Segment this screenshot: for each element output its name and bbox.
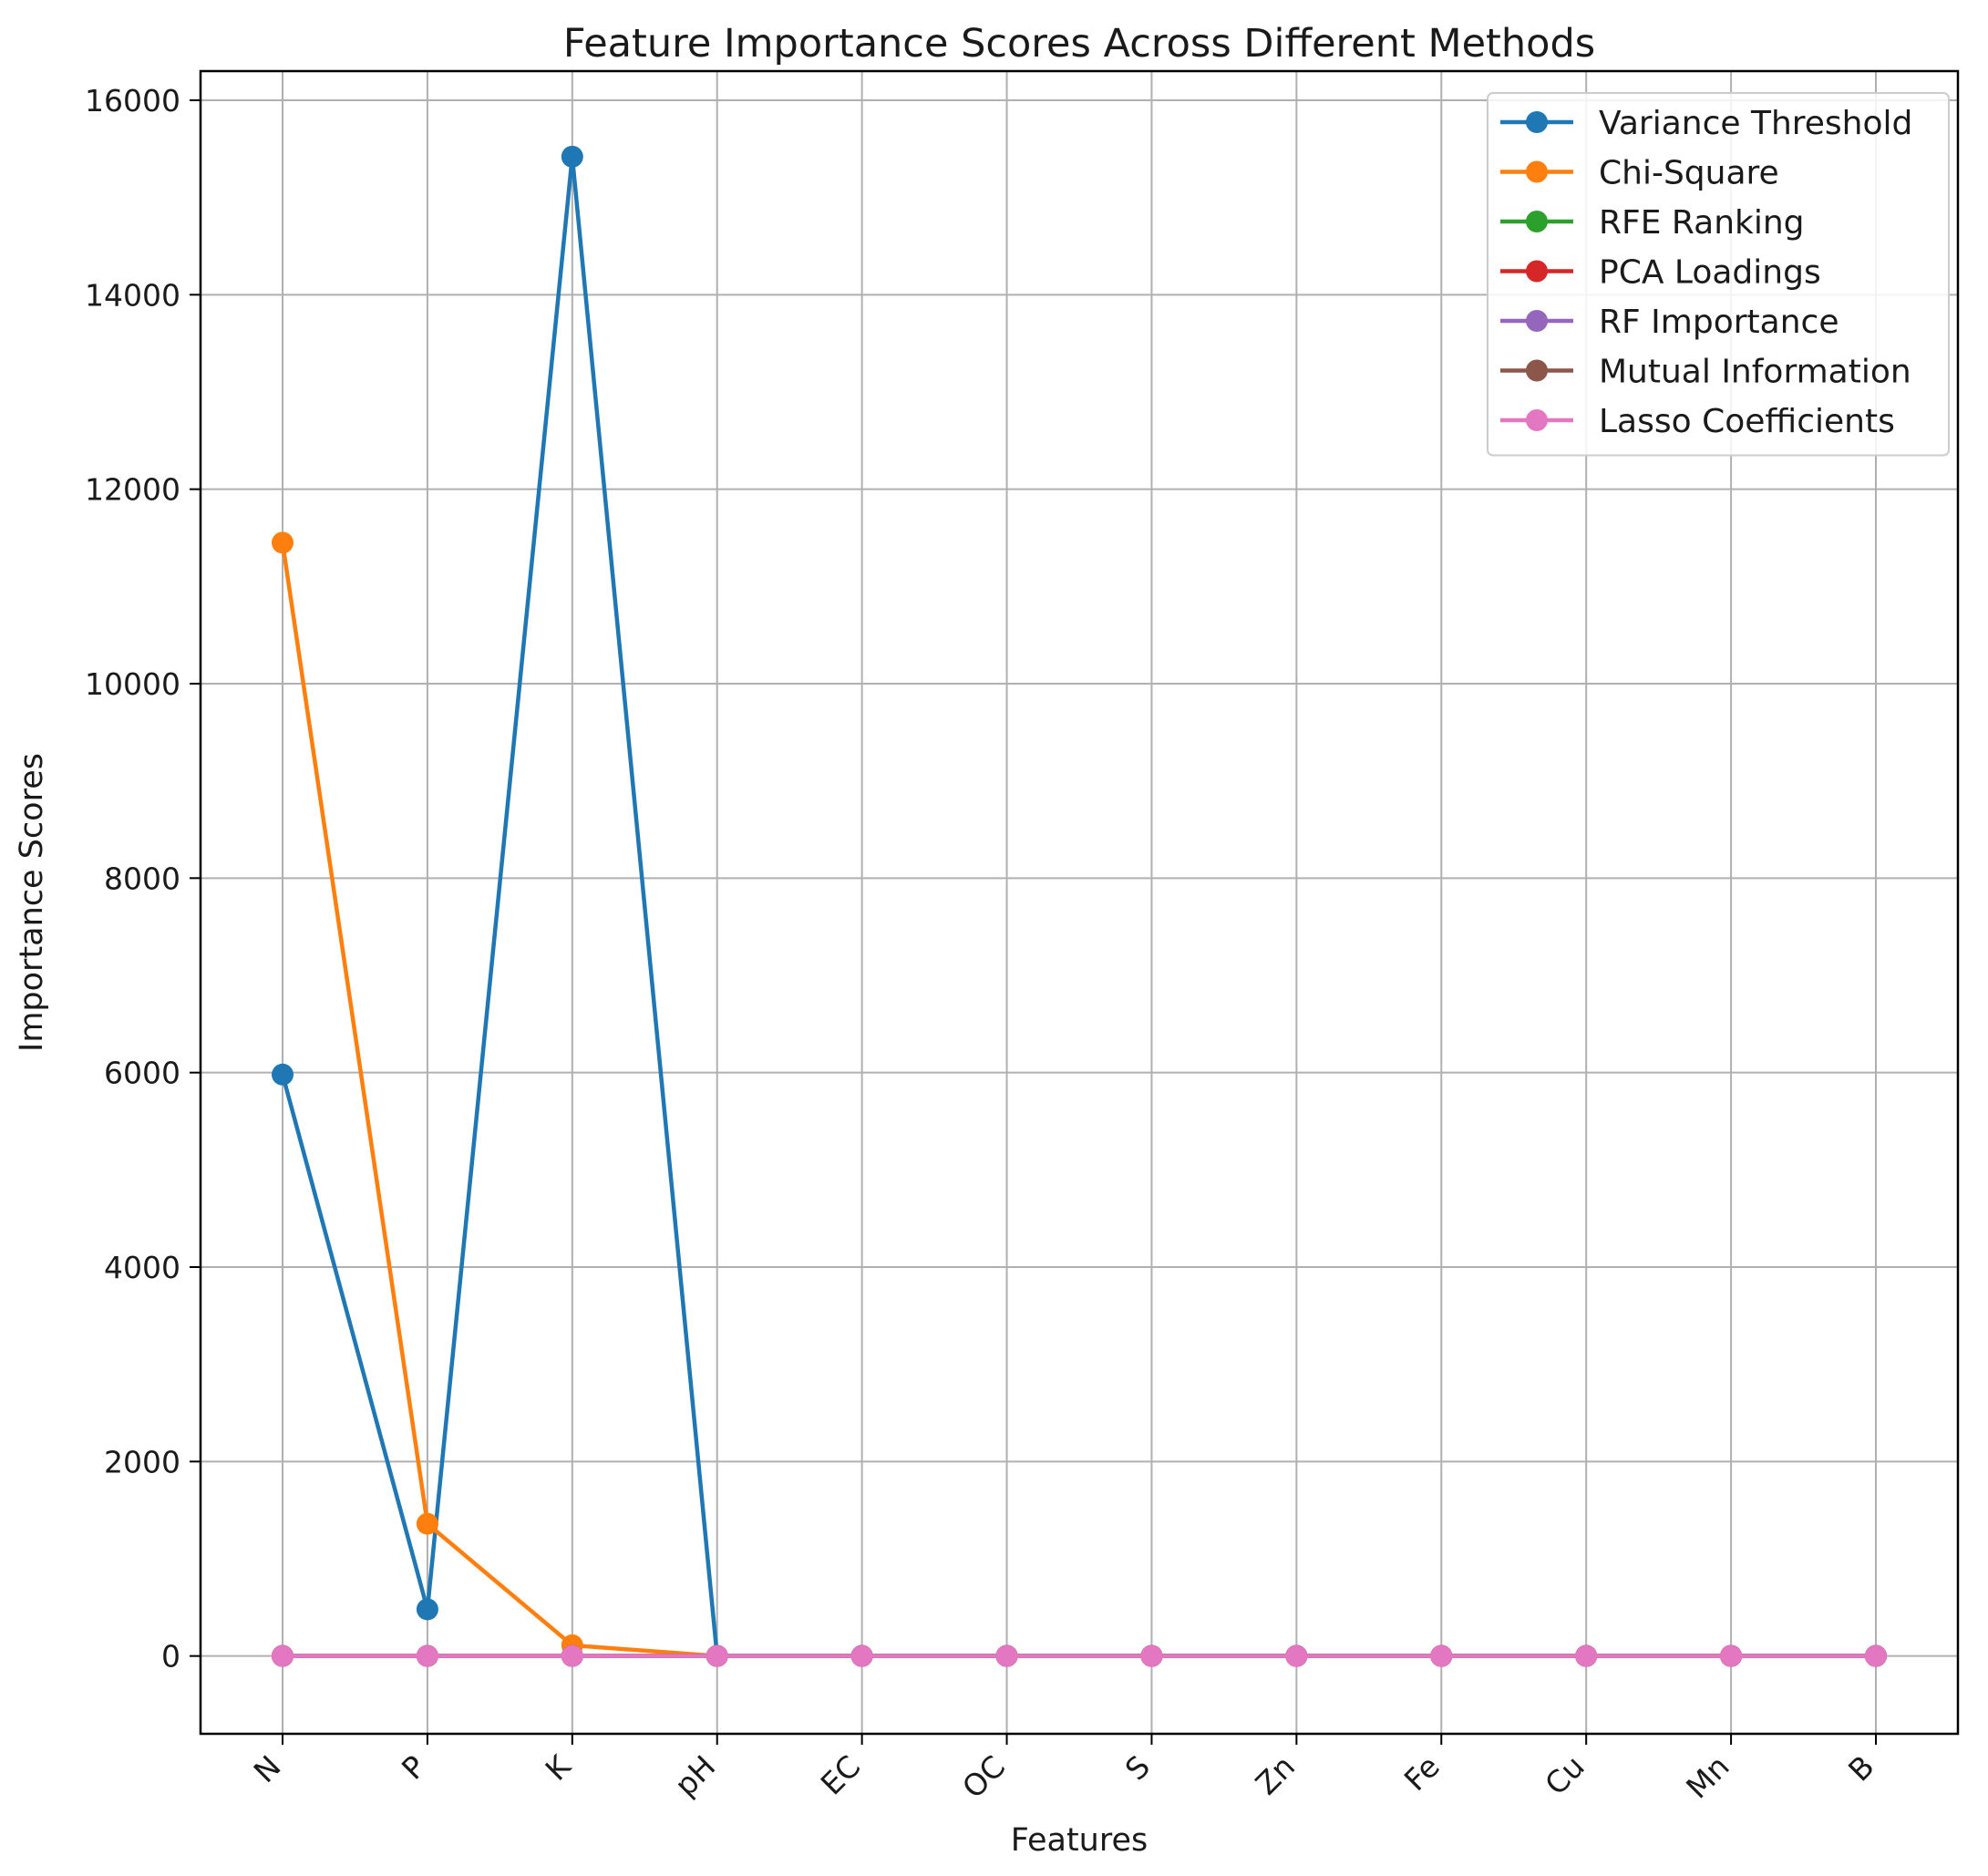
data-point xyxy=(995,1644,1018,1667)
x-tick-label: pH xyxy=(667,1748,722,1803)
data-point xyxy=(1430,1644,1453,1667)
legend-label: RF Importance xyxy=(1599,304,1839,341)
legend-label: PCA Loadings xyxy=(1599,254,1821,292)
y-axis-label: Importance Scores xyxy=(14,753,50,1052)
legend-marker xyxy=(1526,260,1548,283)
x-tick-label: Zn xyxy=(1249,1748,1302,1801)
data-point xyxy=(561,1644,583,1667)
x-tick-label: B xyxy=(1841,1748,1881,1788)
legend-item: Lasso Coefficients xyxy=(1500,403,1895,440)
data-point xyxy=(561,145,583,168)
data-point xyxy=(1140,1644,1163,1667)
y-tick-label: 8000 xyxy=(104,861,180,896)
series-lasso-coefficients xyxy=(272,1644,1887,1667)
x-tick-label: OC xyxy=(955,1748,1012,1805)
legend-item: RF Importance xyxy=(1500,304,1839,341)
data-point xyxy=(416,1644,438,1667)
data-point xyxy=(416,1598,438,1621)
data-point xyxy=(706,1644,728,1667)
x-tick-label: EC xyxy=(814,1748,868,1802)
legend-label: RFE Ranking xyxy=(1599,204,1805,242)
x-tick-label: P xyxy=(395,1748,433,1787)
data-point xyxy=(416,1512,438,1535)
series-group xyxy=(272,145,1887,1667)
y-tick-label: 0 xyxy=(161,1639,180,1675)
chart-title: Feature Importance Scores Across Differe… xyxy=(563,21,1595,67)
series-line xyxy=(280,542,1876,1658)
y-tick-label: 12000 xyxy=(85,472,180,508)
plot-frame xyxy=(199,69,1960,1736)
legend-label: Lasso Coefficients xyxy=(1599,403,1895,440)
data-point xyxy=(272,1063,294,1086)
data-point xyxy=(850,1644,873,1667)
x-tick-label: Fe xyxy=(1397,1748,1447,1798)
x-axis-label: Features xyxy=(1011,1822,1149,1859)
legend-item: RFE Ranking xyxy=(1500,204,1805,242)
legend: Variance Threshold Chi-Square RFE Ranking P… xyxy=(1487,92,1950,457)
x-tick-label: N xyxy=(247,1748,288,1789)
legend-marker xyxy=(1526,160,1548,183)
data-point xyxy=(1865,1644,1887,1667)
grid xyxy=(201,71,1958,1734)
legend-marker xyxy=(1526,409,1548,431)
legend-item: Chi-Square xyxy=(1500,155,1779,192)
legend-label: Chi-Square xyxy=(1599,155,1779,192)
legend-item: Variance Threshold xyxy=(1500,105,1912,142)
data-point xyxy=(272,1644,294,1667)
data-point xyxy=(1720,1644,1743,1667)
legend-marker xyxy=(1526,111,1548,133)
data-point xyxy=(272,531,294,554)
x-tick-label: Cu xyxy=(1538,1748,1591,1802)
y-tick-label: 14000 xyxy=(85,277,180,313)
y-tick-label: 6000 xyxy=(104,1056,180,1091)
data-point xyxy=(1575,1644,1598,1667)
legend-label: Mutual Information xyxy=(1599,354,1911,391)
legend-label: Variance Threshold xyxy=(1599,105,1912,142)
series-chi-square xyxy=(272,531,1887,1667)
data-point xyxy=(1285,1644,1308,1667)
legend-marker xyxy=(1526,211,1548,232)
y-tick-label: 16000 xyxy=(85,83,180,119)
legend-marker xyxy=(1526,310,1548,332)
y-tick-label: 4000 xyxy=(104,1250,180,1285)
legend-item: PCA Loadings xyxy=(1500,254,1821,292)
x-tick-label: S xyxy=(1118,1748,1157,1787)
legend-marker xyxy=(1526,359,1548,382)
x-tick-label: Mn xyxy=(1679,1748,1736,1806)
y-tick-label: 10000 xyxy=(85,666,180,702)
x-tick-label: K xyxy=(539,1747,579,1788)
legend-item: Mutual Information xyxy=(1500,354,1911,391)
y-tick-label: 2000 xyxy=(104,1444,180,1479)
legend-box xyxy=(1487,92,1950,457)
